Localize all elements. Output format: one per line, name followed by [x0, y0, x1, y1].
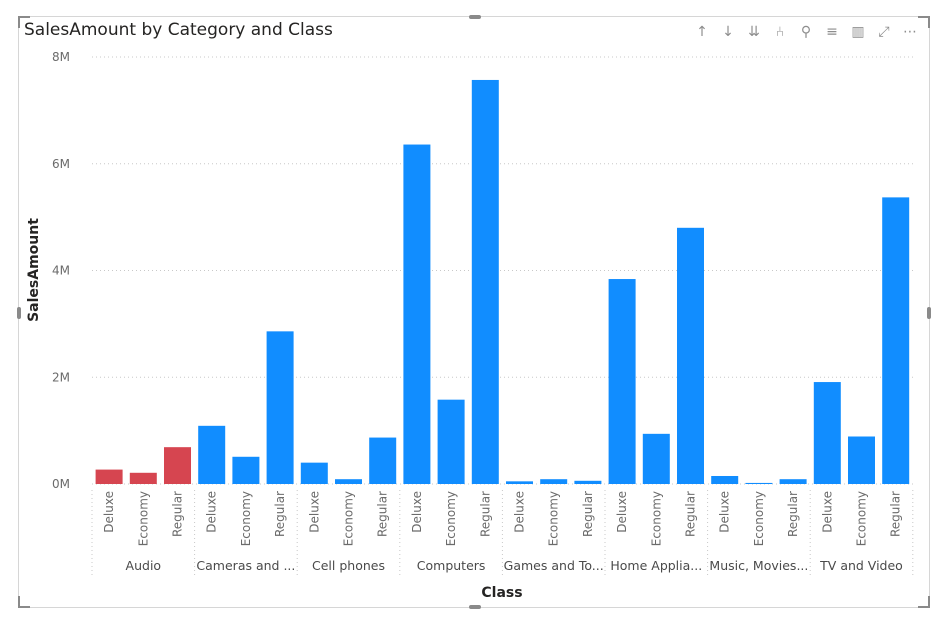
bar: [95, 469, 123, 484]
filter-icon[interactable]: ≡: [826, 24, 838, 40]
x-tick-label-class: Regular: [684, 491, 698, 537]
x-tick-label-class: Economy: [752, 491, 766, 546]
chart-title: SalesAmount by Category and Class: [24, 20, 333, 40]
x-axis-title: Class: [481, 585, 522, 601]
resize-handle-bottom[interactable]: [469, 605, 481, 609]
resize-handle-bottom-right[interactable]: [918, 596, 930, 608]
bar: [437, 399, 465, 484]
bar: [848, 436, 875, 484]
x-tick-label-class: Economy: [136, 491, 150, 546]
bar: [300, 462, 328, 484]
bar: [335, 479, 362, 484]
resize-handle-top-right[interactable]: [918, 16, 930, 28]
y-tick-label: 6M: [52, 157, 70, 171]
x-tick-label-class: Regular: [889, 491, 903, 537]
bar: [471, 79, 499, 485]
bar: [813, 382, 841, 484]
x-tick-label-class: Deluxe: [513, 491, 527, 533]
category-label: Computers: [417, 558, 486, 573]
bar: [164, 447, 191, 484]
bar: [779, 479, 807, 484]
resize-handle-left[interactable]: [17, 307, 21, 319]
x-tick-label-class: Deluxe: [205, 491, 219, 533]
drill-down-icon[interactable]: ↓: [722, 24, 734, 40]
y-axis-title: SalesAmount: [26, 218, 42, 322]
resize-handle-top[interactable]: [469, 15, 481, 19]
x-tick-label-class: Deluxe: [307, 491, 321, 533]
bar: [403, 144, 431, 484]
x-tick-label-class: Economy: [342, 491, 356, 546]
y-tick-label: 4M: [52, 264, 70, 278]
resize-handle-right[interactable]: [927, 307, 931, 319]
bar: [369, 437, 397, 484]
x-tick-label-class: Regular: [171, 491, 185, 537]
bar: [882, 197, 910, 484]
bar: [198, 425, 226, 484]
format-icon[interactable]: ▥: [851, 24, 865, 40]
category-label: TV and Video: [819, 558, 903, 573]
x-tick-label-class: Economy: [444, 491, 458, 546]
expand-all-down-icon[interactable]: ⇊: [748, 24, 760, 40]
x-tick-label-class: Deluxe: [820, 491, 834, 533]
bar: [608, 279, 636, 484]
y-tick-label: 8M: [52, 50, 70, 64]
x-tick-label-class: Deluxe: [102, 491, 116, 533]
category-label: Audio: [126, 558, 162, 573]
category-label: Home Applia...: [610, 558, 702, 573]
bar: [745, 482, 773, 484]
resize-handle-bottom-left[interactable]: [18, 596, 30, 608]
bar: [711, 475, 739, 484]
x-tick-label-class: Deluxe: [410, 491, 424, 533]
category-label: Cameras and ...: [196, 558, 295, 573]
x-tick-label-class: Regular: [376, 491, 390, 537]
x-tick-label-class: Deluxe: [615, 491, 629, 533]
category-label: Games and To...: [504, 558, 604, 573]
bar: [266, 331, 294, 484]
y-tick-label: 2M: [52, 370, 70, 384]
focus-mode-icon[interactable]: ⤢: [878, 24, 890, 40]
bar: [540, 479, 568, 484]
bar: [232, 456, 260, 484]
x-tick-label-class: Regular: [478, 491, 492, 537]
category-label: Cell phones: [312, 558, 385, 573]
x-tick-label-class: Deluxe: [718, 491, 732, 533]
hierarchy-icon[interactable]: ⑃: [775, 24, 785, 40]
x-tick-label-class: Economy: [239, 491, 253, 546]
visual-header-toolbar: ↑ ↓ ⇊ ⑃ ⚲ ≡ ▥ ⤢ ⋯: [689, 22, 923, 42]
x-tick-label-class: Regular: [581, 491, 595, 537]
category-label: Music, Movies...: [709, 558, 808, 573]
bar: [677, 227, 704, 485]
bar: [506, 481, 533, 484]
resize-handle-top-left[interactable]: [18, 16, 30, 28]
x-tick-label-class: Regular: [786, 491, 800, 537]
bar: [642, 433, 670, 484]
bar: [129, 472, 157, 484]
more-options-icon[interactable]: ⋯: [903, 24, 917, 40]
x-tick-label-class: Economy: [855, 491, 869, 546]
y-tick-label: 0M: [52, 477, 70, 491]
x-tick-label-class: Economy: [649, 491, 663, 546]
x-tick-label-class: Economy: [547, 491, 561, 546]
x-tick-label-class: Regular: [273, 491, 287, 537]
bar: [574, 480, 602, 484]
pin-icon[interactable]: ⚲: [800, 24, 812, 40]
drill-up-icon[interactable]: ↑: [696, 24, 708, 40]
